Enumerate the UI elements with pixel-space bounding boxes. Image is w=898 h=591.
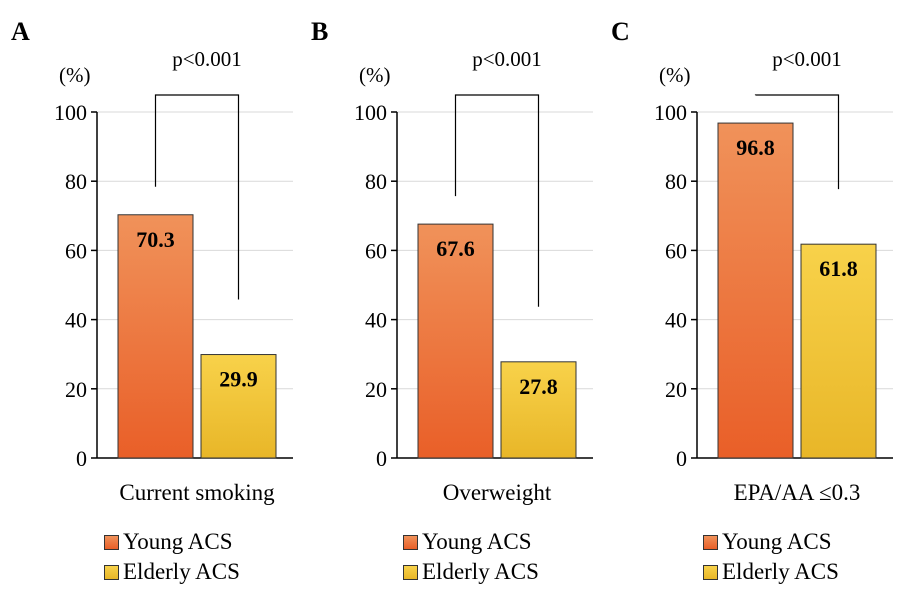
y-tick-label: 60: [65, 238, 87, 263]
legend-swatch-elderly: [104, 564, 119, 580]
legend-label-elderly: Elderly ACS: [422, 559, 539, 584]
significance-bracket: [754, 94, 840, 190]
bar-value-label: 70.3: [136, 227, 175, 252]
y-tick-label: 80: [365, 169, 387, 194]
legend-swatch-young: [703, 534, 718, 550]
bar-value-label: 67.6: [436, 236, 475, 261]
bar-young: [117, 214, 194, 459]
legend-item-young: Young ACS: [403, 527, 539, 557]
y-tick-label: 20: [365, 377, 387, 402]
bar-elderly: [800, 243, 877, 459]
y-tick-label: 80: [65, 169, 87, 194]
legend-panel-c: Young ACS Elderly ACS: [703, 527, 839, 587]
y-tick-label: 40: [365, 308, 387, 333]
panel-label: B: [311, 17, 328, 46]
legend-panel-b: Young ACS Elderly ACS: [403, 527, 539, 587]
legend-swatch-young: [104, 534, 119, 550]
y-tick-label: 0: [76, 446, 87, 471]
x-axis-label: EPA/AA ≤0.3: [734, 480, 861, 505]
legend-swatch-young: [403, 534, 418, 550]
y-tick-label: 40: [65, 308, 87, 333]
x-axis-label: Current smoking: [119, 480, 275, 505]
panel-label: A: [11, 17, 30, 46]
legend-label-elderly: Elderly ACS: [123, 559, 240, 584]
legend-label-young: Young ACS: [123, 529, 233, 554]
y-tick-label: 20: [65, 377, 87, 402]
y-tick-label: 60: [665, 238, 687, 263]
legend-panel-a: Young ACS Elderly ACS: [104, 527, 240, 587]
significance-bracket: [454, 94, 540, 307]
y-tick-label: 100: [354, 100, 387, 125]
bar-value-label: 96.8: [736, 135, 775, 160]
legend-item-elderly: Elderly ACS: [403, 557, 539, 587]
legend-item-young: Young ACS: [104, 527, 240, 557]
legend-swatch-elderly: [403, 564, 418, 580]
bar-value-label: 27.8: [519, 374, 558, 399]
legend-swatch-elderly: [703, 564, 718, 580]
legend-item-elderly: Elderly ACS: [104, 557, 240, 587]
bar-elderly: [200, 354, 277, 459]
bar-young: [717, 122, 794, 459]
y-unit-label: (%): [359, 63, 390, 87]
panel-label: C: [611, 17, 630, 46]
y-tick-label: 40: [665, 308, 687, 333]
bar-young: [417, 223, 494, 459]
y-unit-label: (%): [59, 63, 90, 87]
legend-label-young: Young ACS: [422, 529, 532, 554]
p-value-label: p<0.001: [772, 47, 842, 71]
legend-label-young: Young ACS: [722, 529, 832, 554]
y-tick-label: 20: [665, 377, 687, 402]
y-tick-label: 80: [665, 169, 687, 194]
x-axis-label: Overweight: [443, 480, 552, 505]
legend-item-elderly: Elderly ACS: [703, 557, 839, 587]
y-tick-label: 100: [654, 100, 687, 125]
legend-label-elderly: Elderly ACS: [722, 559, 839, 584]
y-tick-label: 60: [365, 238, 387, 263]
p-value-label: p<0.001: [472, 47, 542, 71]
bar-value-label: 61.8: [819, 256, 858, 281]
y-tick-label: 0: [376, 446, 387, 471]
p-value-label: p<0.001: [172, 47, 242, 71]
y-tick-label: 100: [54, 100, 87, 125]
y-tick-label: 0: [676, 446, 687, 471]
legend-item-young: Young ACS: [703, 527, 839, 557]
significance-bracket: [154, 94, 240, 300]
bar-elderly: [500, 361, 577, 459]
bar-value-label: 29.9: [219, 367, 258, 392]
y-unit-label: (%): [659, 63, 690, 87]
